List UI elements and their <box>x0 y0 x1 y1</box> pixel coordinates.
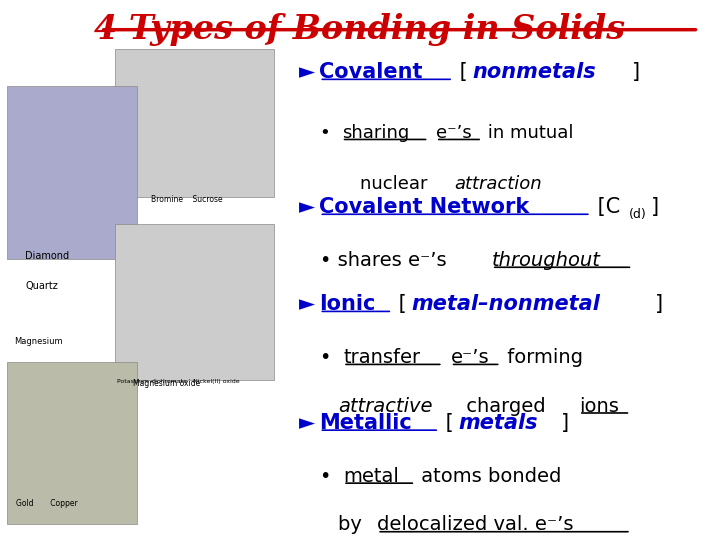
Text: ]: ] <box>652 197 660 217</box>
Text: ]: ] <box>631 62 639 82</box>
Text: nonmetals: nonmetals <box>472 62 595 82</box>
Text: Quartz: Quartz <box>25 281 58 291</box>
Text: Diamond: Diamond <box>25 251 69 261</box>
Text: attraction: attraction <box>454 176 542 193</box>
Text: e⁻’s: e⁻’s <box>451 348 490 367</box>
Text: charged: charged <box>460 397 552 416</box>
Text: •: • <box>320 124 337 142</box>
Text: Covalent Network: Covalent Network <box>320 197 530 217</box>
Text: metals: metals <box>458 413 538 433</box>
Text: ions: ions <box>579 397 618 416</box>
Text: Magnesium: Magnesium <box>14 338 63 346</box>
Text: in mutual: in mutual <box>482 124 574 142</box>
Text: [: [ <box>439 413 454 433</box>
Text: Metallic: Metallic <box>320 413 412 433</box>
Text: •: • <box>320 348 338 367</box>
Text: Potassium dichromate   Nickel(II) oxide: Potassium dichromate Nickel(II) oxide <box>117 379 240 384</box>
Text: [: [ <box>453 62 468 82</box>
Text: e⁻’s: e⁻’s <box>436 124 472 142</box>
Text: ►: ► <box>299 62 315 82</box>
Text: (d): (d) <box>629 208 647 221</box>
Bar <box>115 49 274 197</box>
Text: sharing: sharing <box>342 124 409 142</box>
Bar <box>7 362 137 523</box>
Text: attractive: attractive <box>338 397 433 416</box>
Text: [C: [C <box>590 197 620 217</box>
Text: •: • <box>320 467 338 486</box>
Text: Gold       Copper: Gold Copper <box>16 500 78 508</box>
Text: [: [ <box>392 294 407 314</box>
Text: forming: forming <box>500 348 582 367</box>
Text: ►: ► <box>299 294 315 314</box>
Text: Covalent: Covalent <box>320 62 423 82</box>
Text: ►: ► <box>299 413 315 433</box>
Bar <box>115 224 274 381</box>
Text: throughout: throughout <box>492 251 600 270</box>
Text: ►: ► <box>299 197 315 217</box>
Text: metal: metal <box>343 467 399 486</box>
Text: ]: ] <box>655 294 663 314</box>
Text: ]: ] <box>561 413 569 433</box>
Text: nuclear: nuclear <box>360 176 433 193</box>
Bar <box>7 86 137 259</box>
Text: transfer: transfer <box>343 348 420 367</box>
Text: • shares e⁻’s: • shares e⁻’s <box>320 251 454 270</box>
Text: Ionic: Ionic <box>320 294 376 314</box>
Text: Bromine    Sucrose: Bromine Sucrose <box>151 195 222 204</box>
Text: by: by <box>338 515 369 535</box>
Text: atoms bonded: atoms bonded <box>415 467 562 486</box>
Text: metal–nonmetal: metal–nonmetal <box>411 294 600 314</box>
Text: delocalized val. e⁻’s: delocalized val. e⁻’s <box>377 515 574 535</box>
Text: 4 Types of Bonding in Solids: 4 Types of Bonding in Solids <box>94 14 626 46</box>
Text: Magnesium oxide: Magnesium oxide <box>133 379 200 388</box>
